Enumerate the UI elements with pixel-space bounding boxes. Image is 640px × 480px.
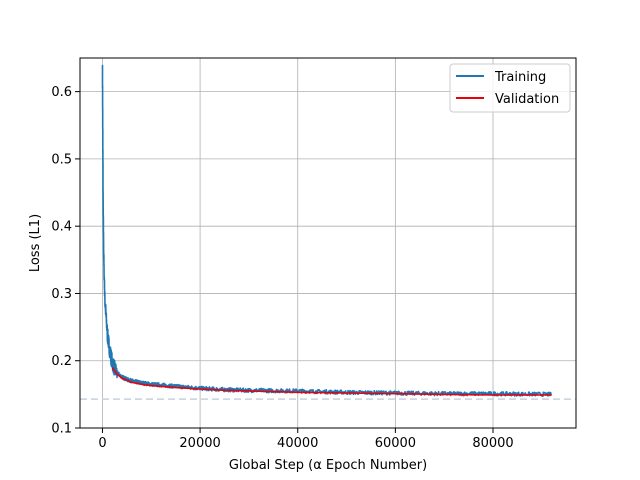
- y-tick-label: 0.4: [51, 220, 72, 235]
- y-tick-label: 0.3: [51, 287, 72, 302]
- y-tick-label: 0.1: [51, 422, 72, 437]
- y-tick-label: 0.6: [51, 85, 72, 100]
- y-tick-label: 0.5: [51, 152, 72, 167]
- series-line-training: [101, 64, 552, 397]
- legend-label-validation: Validation: [495, 92, 559, 107]
- legend-label-training: Training: [494, 70, 546, 85]
- grid: [80, 58, 576, 429]
- x-tick-label: 20000: [179, 436, 220, 451]
- x-tick-label: 0: [98, 436, 106, 451]
- y-axis-ticks: 0.1 0.2 0.3 0.4 0.5 0.6: [51, 85, 80, 437]
- y-tick-label: 0.2: [51, 354, 72, 369]
- x-axis-title: Global Step (α Epoch Number): [229, 458, 427, 473]
- x-tick-label: 40000: [277, 436, 318, 451]
- x-axis-ticks: 0 20000 40000 60000 80000: [98, 428, 514, 451]
- legend: Training Validation: [449, 63, 571, 113]
- x-tick-label: 60000: [375, 436, 416, 451]
- y-axis-title: Loss (L1): [28, 214, 43, 272]
- series-layer: [101, 64, 552, 397]
- x-tick-label: 80000: [472, 436, 513, 451]
- series-line-validation: [111, 367, 552, 396]
- plot-frame: [79, 57, 577, 429]
